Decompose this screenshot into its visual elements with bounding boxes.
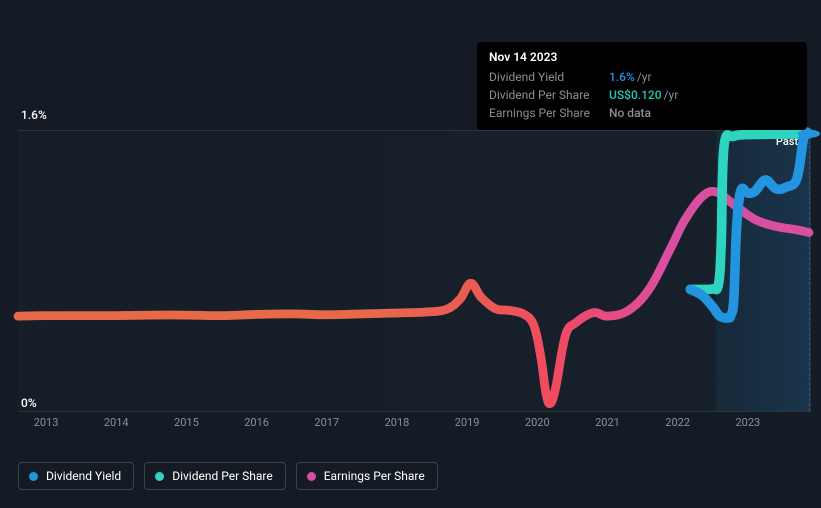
x-axis-tick: 2015	[174, 416, 199, 429]
tooltip-row-value: No data	[609, 106, 651, 120]
tooltip-row-label: Dividend Yield	[489, 70, 609, 84]
x-axis-tick: 2017	[314, 416, 339, 429]
x-axis-tick: 2016	[244, 416, 269, 429]
x-axis-tick: 2023	[735, 416, 760, 429]
tooltip-row-value: US$0.120	[609, 88, 662, 102]
y-axis-top-label: 1.6%	[21, 108, 47, 122]
legend-dot-icon	[155, 472, 164, 481]
tooltip-row-value: 1.6%	[609, 70, 635, 84]
tooltip-row-label: Earnings Per Share	[489, 106, 609, 120]
series-line-earnings-per-share	[18, 191, 809, 403]
series-end-dot-icon	[798, 130, 820, 138]
x-axis-tick: 2021	[595, 416, 620, 429]
x-axis-tick: 2013	[34, 416, 59, 429]
chart-tooltip: Nov 14 2023 Dividend Yield1.6%/yrDividen…	[477, 42, 807, 130]
tooltip-row-suffix: /yr	[637, 70, 652, 84]
tooltip-row-label: Dividend Per Share	[489, 88, 609, 102]
legend-item-dividend-yield[interactable]: Dividend Yield	[18, 462, 134, 490]
y-axis-bottom-label: 0%	[21, 396, 37, 410]
legend-dot-icon	[307, 472, 316, 481]
x-axis-tick: 2020	[525, 416, 550, 429]
legend-label: Dividend Yield	[46, 469, 121, 483]
legend-item-dividend-per-share[interactable]: Dividend Per Share	[144, 462, 286, 490]
x-axis-tick: 2014	[104, 416, 129, 429]
x-axis-tick: 2019	[455, 416, 480, 429]
x-axis-tick: 2018	[385, 416, 410, 429]
legend-label: Dividend Per Share	[172, 469, 273, 483]
legend-item-earnings-per-share[interactable]: Earnings Per Share	[296, 462, 438, 490]
tooltip-date: Nov 14 2023	[489, 50, 795, 64]
tooltip-row: Dividend Per ShareUS$0.120/yr	[489, 86, 795, 104]
x-axis-tick: 2022	[665, 416, 690, 429]
tooltip-row: Earnings Per ShareNo data	[489, 104, 795, 122]
plot-area[interactable]: Past	[18, 130, 811, 412]
x-axis-labels: 2013 2014 2015 2016 2017 2018 2019 2020 2021 2022…	[18, 416, 811, 432]
tooltip-row-suffix: /yr	[664, 88, 679, 102]
tooltip-row: Dividend Yield1.6%/yr	[489, 68, 795, 86]
legend-dot-icon	[29, 472, 38, 481]
chart-legend: Dividend Yield Dividend Per Share Earnings…	[18, 462, 438, 490]
legend-label: Earnings Per Share	[324, 469, 425, 483]
dividend-chart: 1.6% Past 0% 2013 2014 2015 2016 2017 2018 201…	[18, 108, 811, 428]
